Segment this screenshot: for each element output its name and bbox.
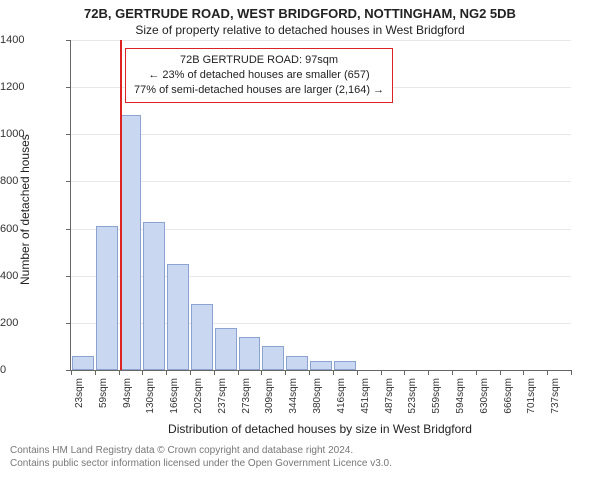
- histogram-bar: [310, 361, 332, 370]
- info-line-1: 72B GERTRUDE ROAD: 97sqm: [134, 53, 384, 68]
- x-tick: 23sqm: [74, 378, 85, 426]
- histogram-bar: [286, 356, 308, 370]
- y-tick: 400: [0, 270, 62, 282]
- x-tick: 166sqm: [169, 378, 180, 426]
- x-tick: 59sqm: [98, 378, 109, 426]
- x-tick: 487sqm: [384, 378, 395, 426]
- y-tick: 1200: [0, 81, 62, 93]
- histogram-bar: [96, 226, 118, 370]
- footer-line-2: Contains public sector information licen…: [10, 457, 392, 470]
- x-tick: 416sqm: [336, 378, 347, 426]
- x-tick: 666sqm: [503, 378, 514, 426]
- info-line-3: 77% of semi-detached houses are larger (…: [134, 83, 384, 98]
- footer: Contains HM Land Registry data © Crown c…: [10, 444, 392, 470]
- histogram-bar: [143, 222, 165, 371]
- x-tick: 344sqm: [288, 378, 299, 426]
- y-axis-label: Number of detached houses: [18, 134, 32, 285]
- footer-line-1: Contains HM Land Registry data © Crown c…: [10, 444, 392, 457]
- histogram-bar: [120, 115, 142, 370]
- y-tick: 1400: [0, 34, 62, 46]
- x-tick: 94sqm: [122, 378, 133, 426]
- x-tick: 559sqm: [431, 378, 442, 426]
- x-tick: 309sqm: [264, 378, 275, 426]
- x-tick: 273sqm: [241, 378, 252, 426]
- info-box: 72B GERTRUDE ROAD: 97sqm ← 23% of detach…: [125, 48, 393, 103]
- y-tick: 200: [0, 317, 62, 329]
- property-marker-line: [120, 40, 122, 370]
- x-tick: 701sqm: [526, 378, 537, 426]
- histogram-bar: [167, 264, 189, 370]
- gridline: [71, 181, 571, 182]
- gridline: [71, 40, 571, 41]
- x-tick: 737sqm: [550, 378, 561, 426]
- title-line-1: 72B, GERTRUDE ROAD, WEST BRIDGFORD, NOTT…: [0, 6, 600, 21]
- histogram-bar: [239, 337, 261, 370]
- x-tick: 237sqm: [217, 378, 228, 426]
- x-tick: 130sqm: [145, 378, 156, 426]
- y-tick: 800: [0, 175, 62, 187]
- title-line-2: Size of property relative to detached ho…: [0, 23, 600, 37]
- y-tick: 0: [0, 364, 62, 376]
- x-tick: 380sqm: [312, 378, 323, 426]
- x-tick: 594sqm: [455, 378, 466, 426]
- info-line-2: ← 23% of detached houses are smaller (65…: [134, 68, 384, 83]
- x-tick: 630sqm: [479, 378, 490, 426]
- histogram-bar: [72, 356, 94, 370]
- x-tick: 451sqm: [360, 378, 371, 426]
- histogram-bar: [191, 304, 213, 370]
- x-tick: 202sqm: [193, 378, 204, 426]
- histogram-bar: [215, 328, 237, 370]
- chart-container: 72B, GERTRUDE ROAD, WEST BRIDGFORD, NOTT…: [0, 0, 600, 500]
- histogram-bar: [334, 361, 356, 370]
- y-tick: 600: [0, 223, 62, 235]
- gridline: [71, 134, 571, 135]
- y-tick: 1000: [0, 128, 62, 140]
- titles: 72B, GERTRUDE ROAD, WEST BRIDGFORD, NOTT…: [0, 0, 600, 37]
- histogram-bar: [262, 346, 284, 370]
- x-tick: 523sqm: [407, 378, 418, 426]
